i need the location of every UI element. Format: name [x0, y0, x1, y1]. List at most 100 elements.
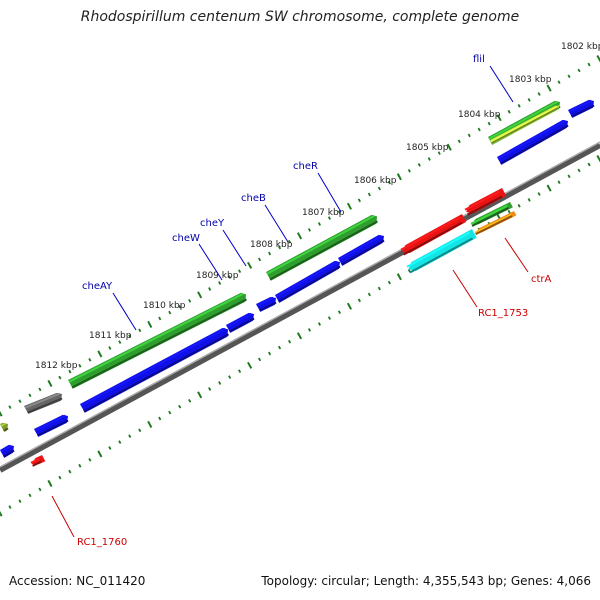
scale-tick-upper: [197, 291, 203, 299]
scale-tick-lower: [208, 387, 212, 391]
scale-tick-upper: [387, 180, 391, 185]
gene-cheay-highlight: [68, 292, 244, 383]
gene-blue-4-highlight: [275, 260, 338, 298]
scale-tick-upper: [327, 216, 331, 220]
callout-line-rc1-1753: [452, 269, 478, 308]
gene-cher-cheb-highlight: [266, 214, 375, 275]
scale-tick-upper: [47, 379, 53, 387]
scale-tick-lower: [78, 463, 82, 468]
map-title: Rhodospirillum centenum SW chromosome, c…: [80, 9, 520, 25]
scale-tick-upper: [527, 98, 531, 102]
accession-text: Accession: NC_011420: [9, 574, 146, 588]
scale-tick-upper: [288, 239, 292, 244]
scale-tick-upper: [108, 346, 112, 350]
gene-rc1-1760-highlight: [30, 457, 40, 464]
gene-olive-shadow: [3, 427, 9, 432]
topology-text: Topology: circular; Length: 4,355,543 bp…: [261, 574, 591, 588]
scale-tick-upper: [587, 62, 591, 67]
scale-tick-lower: [188, 398, 192, 403]
scale-tick-lower: [168, 410, 172, 415]
scale-label-1805: 1805 kbp: [406, 143, 449, 153]
gene-flil-green-highlight: [488, 100, 558, 140]
scale-tick-lower: [128, 434, 132, 439]
scale-tick-lower: [517, 203, 521, 208]
gene-olive-highlight: [0, 422, 6, 427]
scale-tick-lower: [527, 198, 531, 202]
gene-label-rc1-1753: RC1_1753: [478, 308, 528, 319]
callout-line-cheay: [112, 292, 137, 331]
scale-tick-upper: [158, 316, 162, 321]
gene-blue-5-shadow: [341, 239, 385, 266]
gene-features: [0, 99, 595, 467]
scale-label-1807: 1807 kbp: [302, 208, 345, 218]
gene-gray-shadow: [27, 397, 63, 414]
scale-tick-upper: [446, 143, 452, 151]
scale-tick-upper: [258, 257, 262, 262]
scale-tick-upper: [557, 80, 561, 85]
gene-label-chey: cheY: [200, 218, 225, 229]
scale-tick-upper: [8, 405, 12, 409]
gene-blue-2-highlight: [226, 312, 252, 328]
scale-tick-upper: [228, 275, 232, 279]
scale-tick-lower: [577, 168, 581, 173]
callout-line-flil: [489, 65, 514, 103]
scale-tick-upper: [496, 114, 502, 122]
scale-tick-lower: [58, 475, 62, 480]
gene-blue-3: [256, 296, 276, 312]
scale-tick-upper: [78, 363, 82, 368]
scale-tick-lower: [18, 499, 22, 504]
gene-blue-4: [275, 260, 340, 303]
scale-label-1806: 1806 kbp: [354, 176, 397, 186]
scale-tick-upper: [396, 173, 402, 181]
gene-blue-8-highlight: [34, 414, 66, 432]
scale-tick-lower: [537, 192, 541, 196]
gene-cheay: [68, 292, 246, 389]
gene-blue-2: [226, 312, 254, 333]
scale-tick-upper: [357, 198, 361, 203]
gene-rc1-1760-shadow: [32, 460, 42, 467]
gene-blue-6: [497, 119, 568, 165]
scale-tick-lower: [367, 292, 371, 297]
gene-blue-2-shadow: [229, 317, 255, 333]
scale-tick-upper: [28, 393, 32, 398]
gene-cher-cheb-shadow: [269, 220, 378, 281]
scale-tick-upper: [188, 298, 192, 303]
callout-line-cheb: [264, 204, 289, 243]
scale-tick-lower: [377, 286, 381, 291]
scale-tick-upper: [346, 202, 352, 210]
scale-tick-lower: [357, 298, 361, 303]
gene-blue-9-highlight: [0, 444, 12, 453]
scale-tick-lower: [268, 351, 272, 356]
scale-tick-lower: [138, 428, 142, 433]
scale-tick-lower: [346, 302, 352, 310]
gene-blue-4-shadow: [278, 265, 341, 303]
gene-red-1-shadow: [403, 221, 463, 256]
scale-tick-lower: [247, 361, 253, 369]
scale-tick-lower: [88, 457, 92, 462]
scale-tick-lower: [218, 381, 222, 385]
gene-gray: [24, 392, 62, 414]
scale-tick-lower: [38, 487, 42, 492]
scale-tick-upper: [537, 92, 541, 96]
scale-tick-upper: [367, 192, 371, 197]
scale-tick-upper: [596, 55, 600, 63]
scale-tick-upper: [147, 320, 153, 328]
gene-blue-1-shadow: [83, 333, 229, 413]
gene-green-lower-highlight: [470, 204, 508, 225]
scale-tick-upper: [337, 210, 341, 215]
gene-blue-3-highlight: [256, 296, 274, 307]
gene-label-cher: cheR: [293, 161, 318, 172]
scale-label-1802: 1802 kbp: [561, 42, 600, 52]
scale-tick-upper: [278, 245, 282, 250]
scale-tick-lower: [258, 357, 262, 362]
scale-label-1812: 1812 kbp: [35, 361, 78, 371]
gene-label-cheay: cheAY: [82, 281, 113, 292]
scale-tick-lower: [317, 322, 321, 326]
scale-tick-upper: [417, 163, 421, 167]
scale-tick-upper: [208, 287, 212, 291]
scale-tick-lower: [118, 440, 122, 444]
scale-tick-upper: [178, 304, 182, 309]
gene-blue-5: [338, 234, 384, 266]
scale-tick-lower: [47, 479, 53, 487]
scale-tick-lower: [396, 273, 402, 281]
